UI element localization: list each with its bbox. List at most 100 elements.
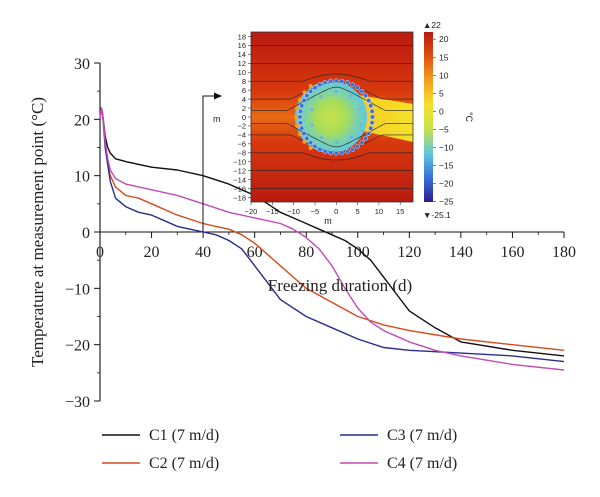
freeze-pipe <box>304 93 310 99</box>
colorbar-tick-label: −15 <box>439 161 454 171</box>
freeze-pipe <box>328 78 334 84</box>
legend: C1 (7 m/d) C3 (7 m/d) C2 (7 m/d) C4 (7 m/d) <box>102 427 457 472</box>
freeze-pipe <box>299 103 305 109</box>
inset-pointer-arrow <box>202 95 216 232</box>
inset-frozen-zone <box>295 81 367 153</box>
legend-label: C3 (7 m/d) <box>387 427 457 444</box>
freeze-pipe <box>301 131 307 136</box>
x-tick-label: 80 <box>298 244 314 261</box>
inset-isotherm-line <box>251 86 413 111</box>
freeze-pipe <box>333 150 339 156</box>
inset-y-tick-label: −4 <box>237 131 246 140</box>
freeze-pipe <box>350 82 356 88</box>
inset-isotherms <box>251 45 413 189</box>
inset-y-tick-label: −16 <box>233 184 246 193</box>
freeze-pipe <box>345 149 350 154</box>
colorbar-tick-label: 20 <box>439 34 449 44</box>
upstream-warm-spot <box>308 146 313 150</box>
freeze-pipe <box>350 146 356 152</box>
inset-isotherm-line <box>251 123 413 148</box>
series-layer <box>99 107 565 371</box>
y-tick-label: −30 <box>65 394 90 411</box>
series-line-c1 <box>99 107 565 357</box>
colorbar-tick-label: 10 <box>439 70 449 80</box>
colorbar-tick-label: −20 <box>439 179 454 189</box>
freeze-pipe <box>366 131 372 136</box>
freeze-pipe <box>355 143 361 149</box>
inset-isotherm-line <box>251 73 413 82</box>
freeze-pipe <box>363 135 369 141</box>
inset-y-tick-label: 4 <box>242 95 246 104</box>
freeze-pipe <box>308 88 314 94</box>
freeze-pipe <box>339 150 345 156</box>
series-line-c3 <box>99 107 565 363</box>
inset-y-tick-label: −10 <box>233 158 246 167</box>
y-tick-label: 0 <box>82 225 90 242</box>
inset-x-tick-label: −15 <box>266 207 279 216</box>
freeze-pipe <box>298 108 303 114</box>
upstream-warm-spot <box>295 106 299 111</box>
freeze-pipe <box>299 125 305 131</box>
inset-x-tick-label: −10 <box>287 207 300 216</box>
inset-x-tick-label: 15 <box>396 207 404 216</box>
colorbar-tick-label: 15 <box>439 52 449 62</box>
inset-isotherm-line <box>251 152 413 161</box>
inset-y-tick-label: 12 <box>238 59 246 68</box>
inset-x-tick-label: 10 <box>375 207 383 216</box>
y-tick-label: 30 <box>74 56 90 73</box>
x-tick-label: 20 <box>144 244 160 261</box>
colorbar-tick-label: −5 <box>439 124 449 134</box>
freeze-pipe <box>322 80 328 85</box>
legend-label: C4 (7 m/d) <box>387 455 457 472</box>
x-tick-label: 60 <box>247 244 263 261</box>
freeze-pipe <box>328 150 334 156</box>
colorbar-max-label: ▲22 <box>423 20 441 30</box>
freeze-pipe <box>317 82 323 88</box>
freeze-pipe <box>370 114 375 120</box>
freeze-pipe-inner <box>350 135 354 140</box>
y-tick-label: −10 <box>65 281 90 298</box>
inset-y-tick-label: 18 <box>238 32 246 41</box>
inset-y-tick-label: −2 <box>237 122 246 131</box>
freeze-pipe <box>355 85 361 91</box>
x-tick-label: 0 <box>96 244 104 261</box>
freeze-pipe-inner <box>310 107 314 111</box>
freeze-pipe <box>333 78 339 84</box>
inset-x-tick-label: −5 <box>311 207 320 216</box>
inset-y-tick-label: 8 <box>242 77 246 86</box>
inset-y-tick-label: −6 <box>237 140 246 149</box>
freeze-pipe <box>317 146 323 152</box>
x-tick-label: 40 <box>195 244 211 261</box>
inset-y-tick-label: 2 <box>242 104 246 113</box>
legend-label: C2 (7 m/d) <box>149 455 219 472</box>
y-tick-label: −20 <box>65 338 90 355</box>
inset-y-tick-label: 0 <box>242 113 246 122</box>
x-tick-label: 100 <box>346 244 370 261</box>
x-tick-label: 180 <box>552 244 576 261</box>
freeze-pipe-inner <box>334 89 338 93</box>
freeze-pipe-inner <box>359 123 363 127</box>
legend-label: C1 (7 m/d) <box>149 427 219 444</box>
inset-x-tick-label: 5 <box>355 207 359 216</box>
y-tick-label: 20 <box>74 112 90 129</box>
upstream-warm-spot <box>308 84 313 88</box>
inset-axis-ticks: 181614121086420−2−4−6−8−10−12−14−16−18−2… <box>233 32 404 216</box>
freeze-pipe <box>297 114 303 120</box>
freeze-pipe-inner <box>319 94 323 99</box>
inset-colorbar <box>424 32 433 202</box>
x-tick-label: 160 <box>500 244 524 261</box>
freeze-pipe <box>298 120 303 126</box>
freeze-pipe <box>366 98 372 103</box>
freeze-pipe <box>363 93 369 99</box>
series-line-c4 <box>99 107 565 371</box>
y-tick-label: 10 <box>74 169 90 186</box>
freeze-pipe-inner <box>319 136 324 140</box>
x-axis-label: Freezing duration (d) <box>268 276 412 295</box>
upstream-warm-spot <box>302 90 307 95</box>
inset-temperature-field: 181614121086420−2−4−6−8−10−12−14−16−18−2… <box>202 20 474 232</box>
inset-freeze-pipes <box>294 78 375 156</box>
y-axis-label: Temperature at measurement point (°C) <box>28 97 47 367</box>
inset-y-tick-label: −8 <box>237 149 246 158</box>
